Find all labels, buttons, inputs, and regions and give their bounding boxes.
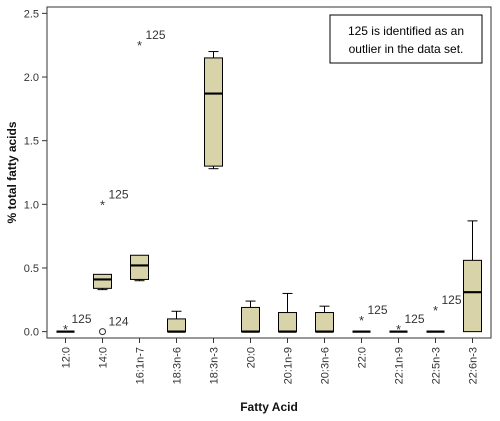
y-tick-label: 1.0 <box>24 199 39 211</box>
outlier-label: 125 <box>72 312 92 326</box>
outlier-star: * <box>137 38 142 53</box>
outlier-label: 125 <box>109 187 129 201</box>
y-axis-title: % total fatty acids <box>5 121 19 223</box>
x-tick-label: 22:6n-3 <box>468 347 480 384</box>
x-tick-label: 14:0 <box>98 347 110 368</box>
box-18:3n-6 <box>167 310 186 333</box>
outlier-star: * <box>63 322 68 337</box>
outlier-series: * 125 * 125 124 * 125 * 125 * 125 * 125 <box>63 28 462 337</box>
x-tick-label: 16:1n-7 <box>135 347 147 384</box>
box-20:0 <box>241 300 260 333</box>
annotation-frame <box>329 14 483 64</box>
outlier-star: * <box>359 313 364 328</box>
box-iqr <box>93 273 112 289</box>
x-tick-label: 18:3n-6 <box>172 347 184 384</box>
plot-area: 0.0 0.5 1.0 1.5 2.0 2.5 12:0 14:0 16:1n-7 18:3n-… <box>24 6 492 384</box>
x-axis: 12:0 14:0 16:1n-7 18:3n-6 18:3n-3 20:0 20:1n-9… <box>61 338 480 384</box>
outlier-label: 124 <box>109 315 129 329</box>
x-tick-label: 20:0 <box>246 347 258 368</box>
y-tick-label: 0.0 <box>24 327 39 339</box>
box-16:1n-7 <box>130 254 149 282</box>
box-iqr <box>463 259 482 333</box>
x-tick-label: 20:3n-6 <box>320 347 332 384</box>
annotation-text-line-1: 125 is identified as an <box>348 24 464 38</box>
annotation-text-line-2: outlier in the data set. <box>349 42 464 56</box>
x-tick-label: 20:1n-9 <box>283 347 295 384</box>
outlier-label: 125 <box>146 28 166 42</box>
x-tick-label: 12:0 <box>61 347 73 368</box>
box-20:1n-9 <box>278 292 297 333</box>
box-series <box>56 51 482 333</box>
y-tick-label: 0.5 <box>24 263 39 275</box>
box-20:3n-6 <box>315 305 334 333</box>
x-axis-title: Fatty Acid <box>240 400 298 414</box>
box-14:0 <box>93 273 112 291</box>
outlier-label: 125 <box>368 303 388 317</box>
box-iqr <box>278 312 297 333</box>
outlier-star: * <box>396 322 401 337</box>
box-iqr <box>241 306 260 333</box>
x-tick-label: 22:5n-3 <box>431 347 443 384</box>
x-tick-label: 18:3n-3 <box>209 347 221 384</box>
x-tick-label: 22:1n-9 <box>394 347 406 384</box>
plot-frame <box>46 6 492 339</box>
y-tick-label: 1.5 <box>24 136 39 148</box>
box-22:6n-3 <box>463 220 482 333</box>
x-tick-label: 22:0 <box>357 347 369 368</box>
outlier-label: 125 <box>405 312 425 326</box>
box-iqr <box>130 254 149 280</box>
box-iqr <box>167 318 186 333</box>
y-axis: 0.0 0.5 1.0 1.5 2.0 2.5 <box>24 8 47 339</box>
box-iqr <box>204 57 223 167</box>
annotation-box: 125 is identified as an outlier in the d… <box>329 14 483 64</box>
y-tick-label: 2.5 <box>24 8 39 20</box>
box-18:3n-3 <box>204 51 223 170</box>
outlier-star: * <box>100 197 105 212</box>
box-iqr <box>315 312 334 333</box>
outlier-label: 125 <box>442 293 462 307</box>
outlier-circle <box>99 328 106 336</box>
y-tick-label: 2.0 <box>24 72 39 84</box>
outlier-star: * <box>433 303 438 318</box>
